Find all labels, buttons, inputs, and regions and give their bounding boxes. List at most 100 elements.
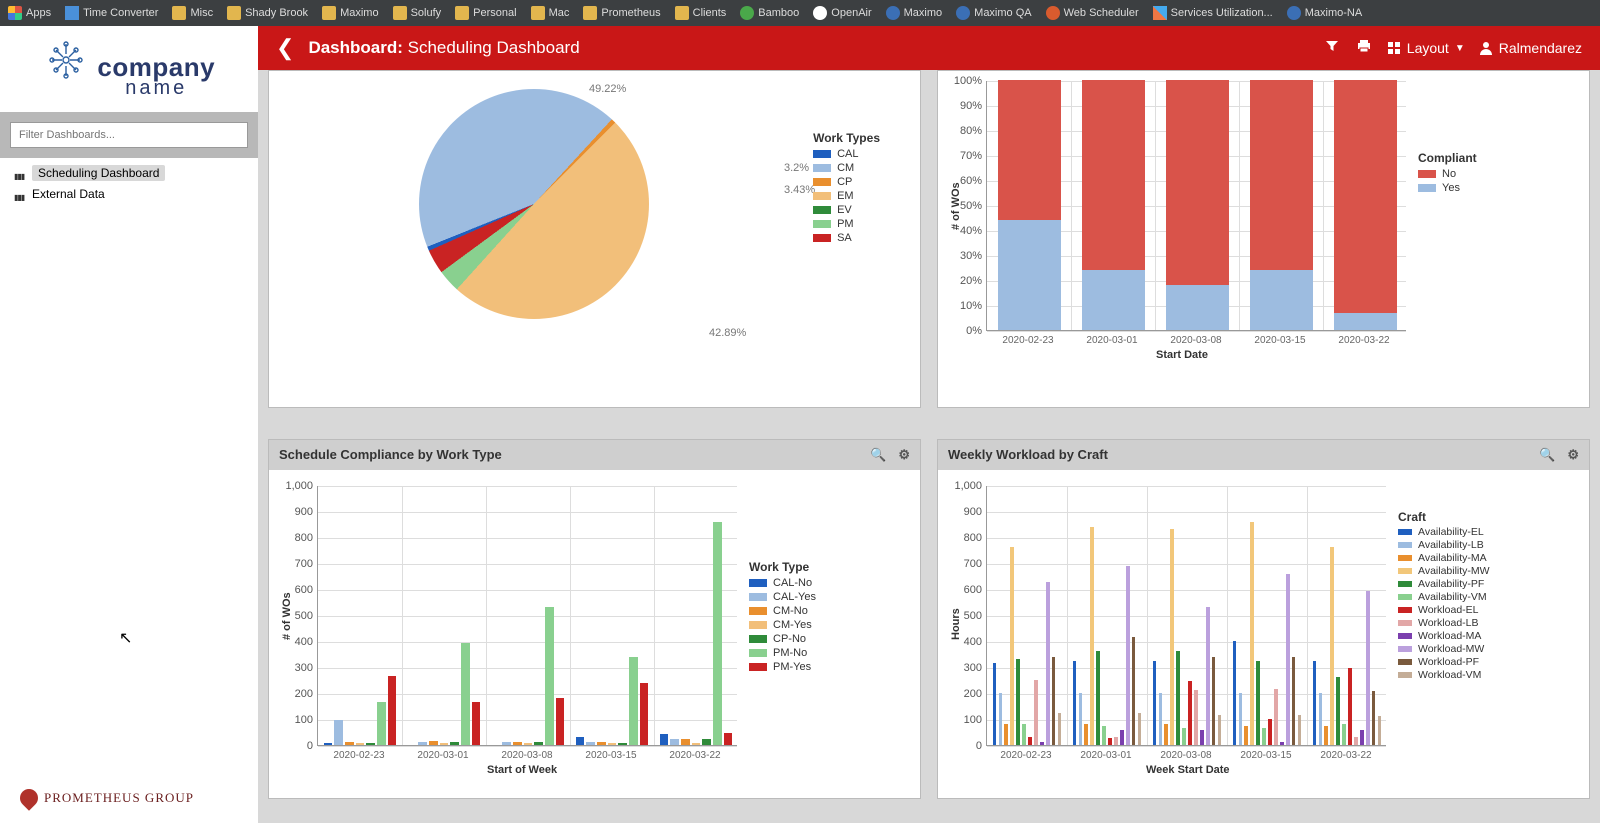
bookmark-icon bbox=[65, 6, 79, 20]
y-tick-label: 1,000 bbox=[281, 480, 313, 492]
legend-title: Work Type bbox=[749, 560, 816, 574]
bookmark-prometheus[interactable]: Prometheus bbox=[583, 6, 660, 20]
y-tick-label: 0 bbox=[281, 740, 313, 752]
y-tick-label: 600 bbox=[950, 584, 982, 596]
bar bbox=[1244, 726, 1248, 744]
legend-item: CM-Yes bbox=[749, 618, 816, 632]
bookmark-solufy[interactable]: Solufy bbox=[393, 6, 442, 20]
y-tick-label: 0 bbox=[950, 740, 982, 752]
bookmark-shady-brook[interactable]: Shady Brook bbox=[227, 6, 308, 20]
bookmark-label: Services Utilization... bbox=[1171, 7, 1273, 19]
bookmark-maximo[interactable]: Maximo bbox=[886, 6, 943, 20]
panel-work-types-pie: 49.22%3.2%3.43%42.89%Work TypesCALCMCPEM… bbox=[268, 70, 921, 408]
legend-item: CP-No bbox=[749, 632, 816, 646]
bookmark-services-utilization-[interactable]: Services Utilization... bbox=[1153, 6, 1273, 20]
bar bbox=[1126, 566, 1130, 744]
bar-segment bbox=[1166, 285, 1229, 330]
back-button[interactable]: ❮ bbox=[276, 35, 294, 61]
bookmark-label: Apps bbox=[26, 7, 51, 19]
sidebar-item-external-data[interactable]: External Data bbox=[0, 184, 258, 204]
sidebar-item-scheduling-dashboard[interactable]: Scheduling Dashboard bbox=[0, 162, 258, 184]
y-tick-label: 300 bbox=[281, 662, 313, 674]
bar bbox=[1073, 661, 1077, 744]
bar bbox=[1052, 657, 1056, 744]
legend-item: CAL-Yes bbox=[749, 590, 816, 604]
bookmark-icon bbox=[8, 6, 22, 20]
bar bbox=[1342, 724, 1346, 745]
gear-icon[interactable]: ⚙ bbox=[1567, 447, 1579, 463]
y-tick-label: 10% bbox=[950, 300, 982, 312]
pie-legend: Work TypesCALCMCPEMEVPMSA bbox=[813, 131, 880, 245]
bar bbox=[1200, 730, 1204, 744]
gear-icon[interactable]: ⚙ bbox=[898, 447, 910, 463]
bookmark-icon bbox=[322, 6, 336, 20]
zoom-icon[interactable]: 🔍 bbox=[870, 447, 886, 463]
bar bbox=[1153, 661, 1157, 744]
bar-segment bbox=[998, 220, 1061, 330]
bar bbox=[440, 743, 449, 744]
bar bbox=[692, 743, 701, 744]
y-tick-label: 700 bbox=[281, 558, 313, 570]
bookmark-time-converter[interactable]: Time Converter bbox=[65, 6, 158, 20]
bar bbox=[586, 742, 595, 744]
logo-icon bbox=[43, 40, 89, 80]
bar bbox=[1120, 730, 1124, 744]
bookmark-mac[interactable]: Mac bbox=[531, 6, 570, 20]
y-axis-title: # of WOs bbox=[950, 182, 962, 230]
bookmark-icon bbox=[583, 6, 597, 20]
bookmark-web-scheduler[interactable]: Web Scheduler bbox=[1046, 6, 1139, 20]
bookmark-bamboo[interactable]: Bamboo bbox=[740, 6, 799, 20]
grid-icon bbox=[1387, 41, 1401, 55]
bar bbox=[713, 522, 722, 744]
bookmark-label: Web Scheduler bbox=[1064, 7, 1139, 19]
filter-dashboards-input[interactable] bbox=[10, 122, 248, 148]
panel-compliant-stacked: 0%10%20%30%40%50%60%70%80%90%100%2020-02… bbox=[937, 70, 1590, 408]
bar bbox=[1274, 689, 1278, 745]
bookmark-clients[interactable]: Clients bbox=[675, 6, 727, 20]
sidebar-item-label: External Data bbox=[32, 187, 105, 201]
y-tick-label: 200 bbox=[281, 688, 313, 700]
y-tick-label: 30% bbox=[950, 250, 982, 262]
pie-callout: 3.43% bbox=[784, 184, 815, 196]
x-tick-label: 2020-02-23 bbox=[1000, 750, 1051, 761]
bar bbox=[1292, 657, 1296, 744]
bookmark-icon bbox=[1287, 6, 1301, 20]
layout-dropdown[interactable]: Layout ▼ bbox=[1387, 40, 1465, 56]
x-axis-title: Week Start Date bbox=[1146, 764, 1230, 776]
panel-title: Schedule Compliance by Work Type bbox=[279, 447, 502, 462]
bookmark-maximo[interactable]: Maximo bbox=[322, 6, 379, 20]
bar bbox=[524, 743, 533, 744]
legend: CraftAvailability-ELAvailability-LBAvail… bbox=[1398, 510, 1490, 682]
bookmark-personal[interactable]: Personal bbox=[455, 6, 516, 20]
user-menu[interactable]: Ralmendarez bbox=[1479, 40, 1582, 56]
bookmark-icon bbox=[393, 6, 407, 20]
bookmark-openair[interactable]: OpenAir bbox=[813, 6, 871, 20]
bar-segment bbox=[1250, 270, 1313, 330]
filter-icon[interactable] bbox=[1323, 39, 1341, 57]
bar bbox=[993, 663, 997, 745]
bookmark-maximo-na[interactable]: Maximo-NA bbox=[1287, 6, 1362, 20]
bar bbox=[1233, 641, 1237, 745]
x-tick-label: 2020-03-15 bbox=[1254, 335, 1305, 346]
bar-segment bbox=[1082, 270, 1145, 330]
legend-title: Work Types bbox=[813, 131, 880, 145]
bar bbox=[670, 739, 679, 745]
bar bbox=[472, 702, 481, 745]
bar bbox=[1336, 677, 1340, 745]
bookmark-label: Maximo QA bbox=[974, 7, 1031, 19]
bookmark-icon bbox=[956, 6, 970, 20]
legend-item: No bbox=[1418, 167, 1477, 181]
bar-segment bbox=[998, 80, 1061, 220]
bookmark-maximo-qa[interactable]: Maximo QA bbox=[956, 6, 1031, 20]
y-tick-label: 100% bbox=[950, 75, 982, 87]
bookmark-misc[interactable]: Misc bbox=[172, 6, 213, 20]
zoom-icon[interactable]: 🔍 bbox=[1539, 447, 1555, 463]
bookmark-icon bbox=[1153, 6, 1167, 20]
bar bbox=[1286, 574, 1290, 744]
legend: CompliantNoYes bbox=[1418, 151, 1477, 195]
print-icon[interactable] bbox=[1355, 39, 1373, 57]
x-tick-label: 2020-03-22 bbox=[669, 750, 720, 761]
legend-item: Availability-VM bbox=[1398, 591, 1490, 604]
bookmark-apps[interactable]: Apps bbox=[8, 6, 51, 20]
footer-text: PROMETHEUS GROUP bbox=[44, 790, 194, 806]
